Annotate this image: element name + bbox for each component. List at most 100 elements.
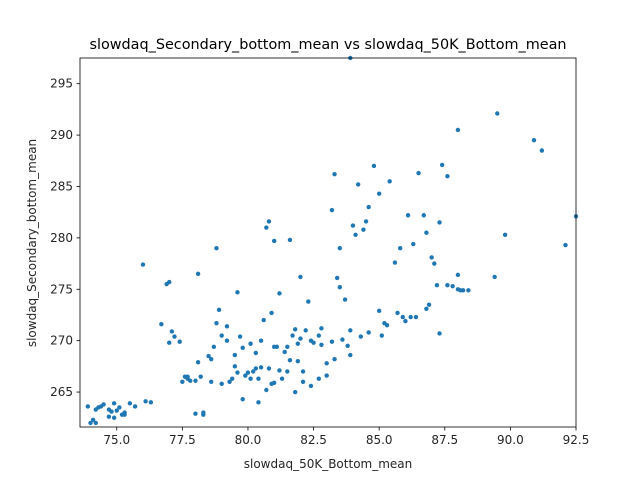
data-point (193, 411, 198, 416)
data-point (392, 260, 398, 265)
data-point (445, 174, 450, 179)
data-point (132, 404, 138, 409)
y-tick-label: 290 (50, 128, 73, 142)
data-point (563, 242, 568, 248)
data-point (366, 204, 371, 210)
data-point (531, 138, 537, 143)
data-point (111, 415, 117, 420)
data-point (387, 179, 392, 184)
data-point (429, 255, 434, 260)
data-point (127, 401, 133, 406)
data-point (269, 381, 274, 387)
data-point (172, 334, 177, 339)
data-point (148, 400, 154, 405)
data-point (437, 220, 442, 225)
x-axis-ticks: 75.0 77.5 80.0 82.5 85.0 87.5 90.0 92.5 (103, 427, 589, 447)
data-point (308, 383, 314, 389)
data-point (458, 288, 463, 293)
data-point (188, 378, 193, 383)
axes-frame (79, 57, 577, 428)
y-tick-label: 280 (50, 231, 73, 245)
data-point (434, 282, 440, 288)
x-tick-label: 85.0 (366, 433, 393, 447)
data-point (298, 274, 303, 280)
data-point (332, 356, 337, 362)
plot-area (80, 58, 576, 427)
data-point (340, 337, 345, 342)
data-point (180, 379, 185, 384)
data-point (492, 274, 497, 280)
data-point (114, 408, 119, 413)
data-point (495, 111, 500, 116)
data-point (106, 407, 112, 412)
data-point (185, 374, 190, 379)
data-point (295, 359, 301, 364)
x-tick-label: 80.0 (235, 433, 262, 447)
data-point (337, 285, 343, 290)
data-point (466, 288, 471, 293)
data-point (376, 308, 382, 314)
data-point (143, 399, 148, 404)
data-point (237, 334, 243, 339)
x-axis-label: slowdaq_50K_Bottom_mean (244, 457, 413, 471)
data-point (539, 148, 545, 153)
data-point (306, 299, 311, 304)
data-point (201, 410, 206, 415)
data-point (256, 376, 261, 381)
data-point (272, 238, 277, 244)
data-point (397, 245, 403, 251)
data-point (300, 369, 306, 374)
data-point (403, 318, 408, 324)
data-point (287, 357, 293, 363)
data-point (279, 376, 285, 381)
data-point (342, 297, 348, 302)
data-point (432, 261, 437, 266)
data-point (408, 314, 413, 320)
data-point (376, 191, 382, 196)
data-point (235, 290, 240, 295)
data-point (290, 333, 295, 338)
data-point (216, 307, 222, 313)
data-point (332, 171, 337, 177)
data-point (324, 361, 329, 366)
data-point (232, 352, 238, 358)
data-point (287, 237, 293, 243)
data-point (258, 365, 264, 370)
data-point (361, 227, 366, 232)
data-point (211, 344, 217, 350)
data-point (445, 282, 450, 288)
data-point (230, 376, 235, 381)
x-tick-label: 75.0 (103, 433, 130, 447)
x-tick-label: 87.5 (431, 433, 458, 447)
data-point (206, 353, 211, 359)
data-point (293, 327, 298, 332)
x-tick-label: 77.5 (169, 433, 196, 447)
y-tick-label: 275 (50, 282, 73, 296)
data-point (355, 182, 361, 187)
y-tick-label: 270 (50, 334, 73, 348)
data-point (111, 401, 117, 406)
data-point (251, 369, 256, 374)
data-point (248, 341, 253, 346)
data-point (502, 232, 508, 237)
data-point (437, 331, 442, 336)
data-point (411, 241, 416, 247)
data-point (219, 333, 224, 338)
data-point (395, 310, 400, 316)
data-point (316, 333, 322, 338)
data-point (235, 370, 240, 375)
data-point (214, 320, 219, 326)
data-point (264, 225, 269, 230)
data-point (319, 342, 324, 347)
data-point (90, 417, 96, 423)
data-point (240, 397, 245, 402)
data-point (400, 314, 405, 320)
data-point (193, 378, 198, 383)
data-point (167, 340, 172, 345)
data-point (282, 349, 287, 355)
data-point (106, 414, 112, 419)
data-point (277, 291, 282, 296)
data-point (224, 338, 230, 343)
y-tick-label: 295 (50, 77, 73, 91)
